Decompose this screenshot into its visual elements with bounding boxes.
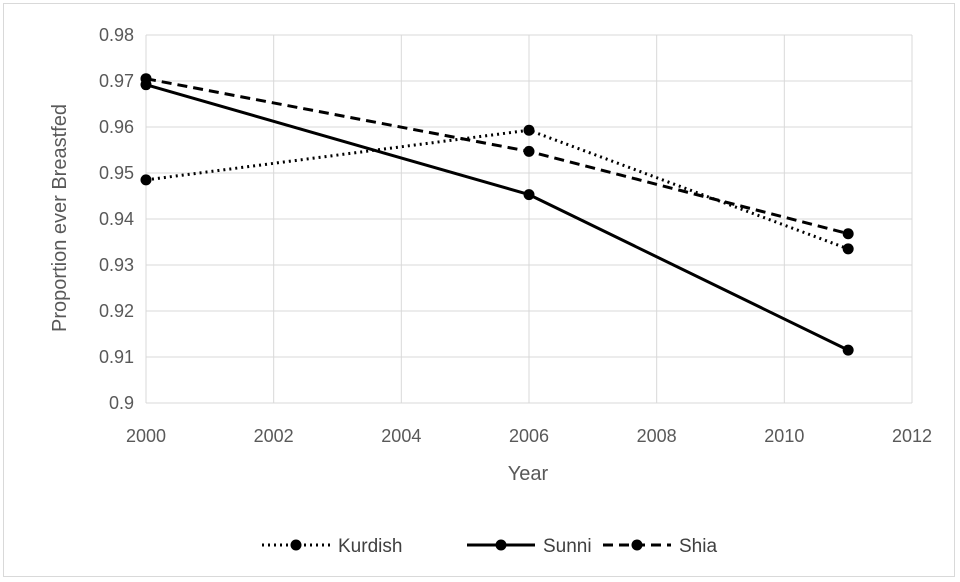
y-axis-title: Proportion ever Breastfed bbox=[49, 104, 71, 332]
data-point bbox=[140, 73, 152, 85]
series-kurdish bbox=[140, 124, 854, 255]
legend-item-kurdish: Kurdish bbox=[262, 536, 402, 557]
y-tick-label: 0.96 bbox=[99, 117, 134, 137]
legend-item-sunni: Sunni bbox=[467, 536, 592, 557]
x-tick-label: 2002 bbox=[254, 426, 294, 446]
legend-item-shia: Shia bbox=[603, 536, 717, 557]
x-tick-label: 2000 bbox=[126, 426, 166, 446]
x-tick-label: 2008 bbox=[637, 426, 677, 446]
gridlines bbox=[145, 34, 913, 404]
data-point bbox=[523, 124, 535, 136]
y-tick-label: 0.95 bbox=[99, 163, 134, 183]
x-tick-label: 2006 bbox=[509, 426, 549, 446]
data-point bbox=[140, 174, 152, 186]
x-tick-label: 2012 bbox=[892, 426, 932, 446]
x-tick-label: 2004 bbox=[381, 426, 421, 446]
legend-marker bbox=[631, 539, 643, 551]
x-axis-title: Year bbox=[508, 463, 549, 485]
y-tick-label: 0.97 bbox=[99, 71, 134, 91]
y-tick-label: 0.92 bbox=[99, 301, 134, 321]
series-line bbox=[145, 128, 849, 251]
data-point bbox=[842, 344, 854, 356]
legend-label: Sunni bbox=[543, 536, 592, 557]
legend: Kurdish Sunni Shia bbox=[262, 536, 717, 557]
y-axis-ticks: 0.9 0.91 0.92 0.93 0.94 0.95 0.96 0.97 0.98 bbox=[99, 25, 134, 413]
series-layer bbox=[140, 73, 854, 356]
legend-marker bbox=[495, 539, 507, 551]
x-tick-label: 2010 bbox=[764, 426, 804, 446]
x-axis-ticks: 2000 2002 2004 2006 2008 2010 2012 bbox=[126, 426, 932, 446]
series-line bbox=[145, 83, 849, 352]
data-point bbox=[523, 145, 535, 157]
data-point bbox=[842, 243, 854, 255]
series-line bbox=[145, 77, 849, 236]
data-point bbox=[523, 189, 535, 201]
y-tick-label: 0.9 bbox=[109, 393, 134, 413]
legend-marker bbox=[290, 539, 302, 551]
series-sunni bbox=[140, 79, 854, 356]
y-tick-label: 0.98 bbox=[99, 25, 134, 45]
legend-label: Shia bbox=[679, 536, 717, 557]
legend-label: Kurdish bbox=[338, 536, 402, 557]
y-tick-label: 0.93 bbox=[99, 255, 134, 275]
data-point bbox=[842, 228, 854, 240]
y-tick-label: 0.91 bbox=[99, 347, 134, 367]
series-shia bbox=[140, 73, 854, 240]
y-tick-label: 0.94 bbox=[99, 209, 134, 229]
chart-frame bbox=[3, 3, 955, 577]
